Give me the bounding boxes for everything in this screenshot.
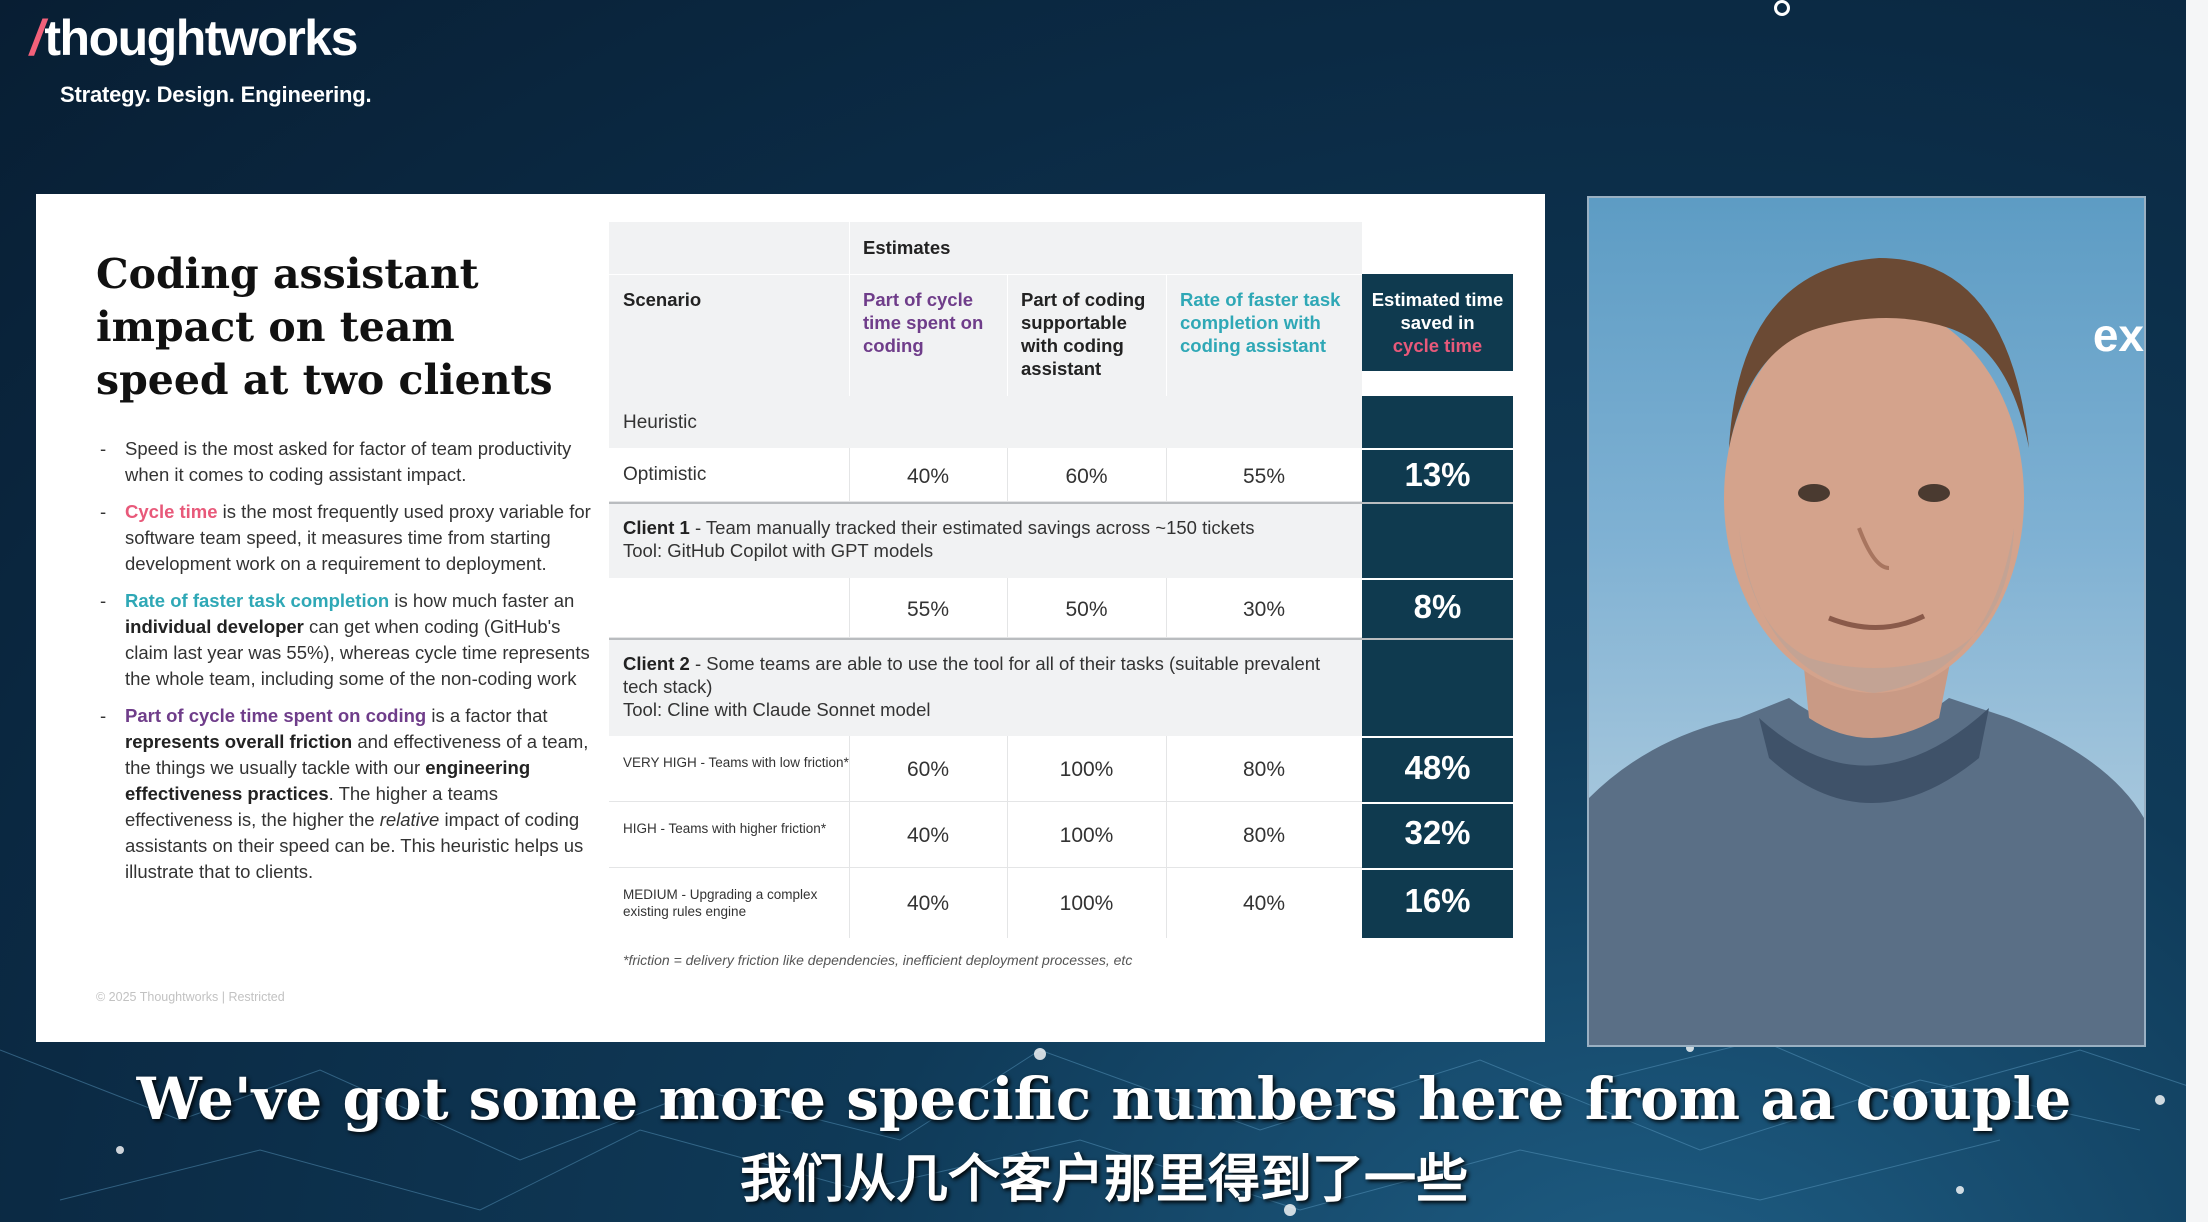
tagline: Strategy. Design. Engineering. [60,82,372,107]
table-row-high [609,802,1362,868]
col-rate: Rate of faster task completion with codi… [1180,289,1341,356]
heuristic-label: Heuristic [609,396,1362,448]
table-row-very-high [609,736,1362,802]
client1-total: 8% [1413,588,1462,625]
row-v1: 40% [906,824,950,847]
mouse-cursor-icon [1774,0,1790,16]
row-v2: 100% [1059,758,1114,781]
table-header-bg [609,222,1362,396]
slide-footer: © 2025 Thoughtworks | Restricted [96,990,285,1004]
col-divider [1007,736,1008,938]
estimates-label: Estimates [863,237,951,258]
col-divider [849,222,850,396]
speaker-video: ex [1587,196,2146,1047]
dark-divider [1362,736,1513,738]
col-divider [1007,448,1008,502]
col-divider [1166,274,1167,396]
col-divider [1166,448,1167,502]
slide-title: Coding assistant impact on team speed at… [96,250,553,404]
optimistic-label: Optimistic [623,464,707,485]
col-part-cycle: Part of cycle time spent on coding [863,289,984,356]
client1-v2: 50% [1065,598,1108,621]
row-separator [609,502,1513,504]
row-label: MEDIUM - Upgrading a complex existing ru… [623,887,818,919]
row-label: VERY HIGH - Teams with low friction* [623,755,849,770]
client1-v3: 30% [1242,598,1286,621]
bullet-rate: Rate of faster task completion is how mu… [96,588,606,692]
row-label: HIGH - Teams with higher friction* [623,821,827,836]
logo-slash-icon: / [30,10,44,66]
col-part-coding: Part of coding supportable with coding a… [1021,289,1146,379]
col-scenario: Scenario [623,289,702,310]
client2-description: Client 2 - Some teams are able to use th… [609,640,1362,736]
optimistic-v1: 40% [906,465,950,488]
thoughtworks-logo: /thoughtworks [30,8,371,68]
col-divider [849,736,850,938]
dark-divider [1362,802,1513,804]
row-v1: 40% [906,892,950,915]
col-divider [1007,274,1008,396]
subtitle-english: We've got some more specific numbers her… [136,1065,2072,1133]
logo-text: thoughtworks [44,10,358,66]
row-v1: 60% [906,758,950,781]
right-edge-panel [2186,0,2208,1222]
header-divider [609,274,1362,275]
client1-v1: 55% [906,598,950,621]
row-v2: 100% [1059,892,1114,915]
client1-description: Client 1 - Team manually tracked their e… [609,504,1362,578]
col-divider [849,448,850,502]
table-row-client1 [609,578,1362,638]
dark-divider [1362,448,1513,450]
brand-header: /thoughtworks Strategy. Design. Engineer… [30,8,372,108]
col-divider [849,578,850,638]
row-total: 16% [1404,882,1471,919]
col-divider [1166,736,1167,938]
bullet-list: Speed is the most asked for factor of te… [96,436,606,896]
row-v2: 100% [1059,824,1114,847]
subtitle-chinese: 我们从几个客户那里得到了一些 [739,1149,1468,1210]
row-separator [609,638,1513,640]
speaker-avatar [1589,258,2144,1045]
optimistic-total: 13% [1404,456,1471,493]
dark-divider [1362,868,1513,870]
row-total: 48% [1404,749,1471,786]
row-v3: 80% [1242,758,1286,781]
bullet-cycle-time: Cycle time is the most frequently used p… [96,499,606,577]
background-text: ex [2092,309,2144,361]
col-divider [1166,578,1167,638]
estimate-column-bg [1362,396,1513,938]
estimates-table: Estimates Scenario Part of cycle time sp… [609,222,1513,938]
dark-divider [1362,578,1513,580]
row-v3: 80% [1242,824,1286,847]
table-row-optimistic [609,448,1362,502]
presentation-slide: Coding assistant impact on team speed at… [36,194,1545,1042]
optimistic-v2: 60% [1065,465,1108,488]
bullet-part-cycle: Part of cycle time spent on coding is a … [96,703,606,885]
table-footnote: *friction = delivery friction like depen… [623,952,1133,968]
row-v3: 40% [1242,892,1286,915]
optimistic-v3: 55% [1242,465,1286,488]
bullet-speed: Speed is the most asked for factor of te… [96,436,606,488]
row-total: 32% [1404,814,1471,851]
col-divider [1007,578,1008,638]
col-estimated: Estimated time saved in cycle time [1362,274,1513,371]
